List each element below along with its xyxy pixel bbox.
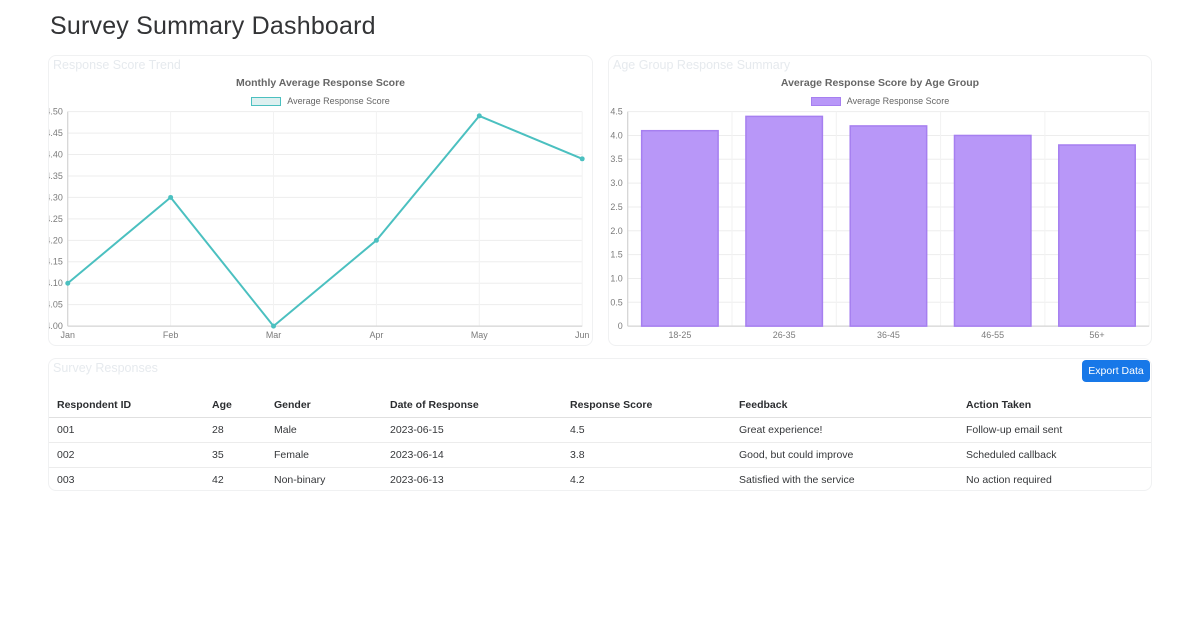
table-cell: 2023-06-13 bbox=[390, 473, 444, 486]
table-row: 003 42 Non-binary 2023-06-13 4.2 Satisfied wi… bbox=[49, 467, 1151, 492]
table-cell: 002 bbox=[49, 442, 204, 468]
panel-title: Age Group Response Summary bbox=[613, 58, 791, 72]
panel-age-group-summary: Age Group Response Summary Average Respo… bbox=[608, 55, 1152, 346]
x-tick-label: Feb bbox=[163, 330, 178, 340]
y-tick-label: 0.5 bbox=[610, 297, 622, 307]
table-cell: No action required bbox=[966, 473, 1052, 486]
survey-responses-table: Respondent ID Age Gender Date of Response Re… bbox=[49, 393, 1151, 492]
y-tick-label: 1.5 bbox=[610, 250, 622, 260]
data-point bbox=[579, 156, 585, 162]
y-tick-label: 3.0 bbox=[610, 178, 622, 188]
panel-title: Response Score Trend bbox=[53, 58, 181, 72]
column-header: Respondent ID bbox=[49, 393, 204, 418]
table-cell: 2023-06-14 bbox=[382, 442, 562, 468]
bar bbox=[745, 115, 824, 327]
y-tick-label: 4.40 bbox=[49, 149, 63, 159]
y-tick-label: 4.15 bbox=[49, 257, 63, 267]
y-tick-label: 4.10 bbox=[49, 278, 63, 288]
table-cell: Good, but could improve bbox=[731, 442, 958, 468]
y-tick-label: 4.5 bbox=[610, 107, 622, 117]
table-cell: 35 bbox=[204, 442, 266, 468]
y-tick-label: 4.00 bbox=[49, 321, 63, 331]
y-tick-label: 2.0 bbox=[610, 226, 622, 236]
data-point bbox=[168, 194, 174, 200]
y-tick-label: 4.20 bbox=[49, 235, 63, 245]
table-cell: Follow-up email sent bbox=[958, 417, 1151, 443]
x-tick-label: Jun bbox=[575, 330, 589, 340]
x-tick-label: 46-55 bbox=[981, 330, 1004, 340]
export-data-button[interactable]: Export Data bbox=[1082, 360, 1150, 382]
bar bbox=[1058, 144, 1136, 327]
panel-response-score-trend: Response Score Trend Monthly Average Res… bbox=[48, 55, 593, 346]
table-cell: 4.2 bbox=[570, 473, 585, 486]
y-tick-label: 4.30 bbox=[49, 192, 63, 202]
y-tick-label: 3.5 bbox=[610, 154, 622, 164]
bar-chart: 0 0.5 1.0 1.5 2.0 2.5 3.0 3.5 4.0 4.5 18-25 26-35 36… bbox=[610, 107, 1150, 340]
column-header: Age bbox=[204, 393, 266, 418]
page-title: Survey Summary Dashboard bbox=[50, 12, 376, 40]
column-header: Response Score bbox=[562, 393, 731, 418]
bar bbox=[640, 129, 719, 327]
y-tick-label: 4.50 bbox=[49, 107, 63, 117]
table-cell: 4.5 bbox=[562, 417, 731, 443]
bar bbox=[953, 134, 1032, 327]
x-tick-label: May bbox=[471, 330, 488, 340]
column-header: Feedback bbox=[731, 393, 958, 418]
table-header-row: Respondent ID Age Gender Date of Response Re… bbox=[49, 393, 1151, 418]
legend-swatch-icon bbox=[251, 96, 282, 106]
table-cell: Scheduled callback bbox=[958, 442, 1151, 468]
legend-label: Average Response Score bbox=[287, 96, 390, 106]
x-tick-label: Mar bbox=[266, 330, 281, 340]
legend-label: Average Response Score bbox=[846, 96, 950, 106]
data-point bbox=[65, 280, 71, 286]
line-chart-title: Monthly Average Response Score bbox=[235, 77, 406, 89]
data-point bbox=[271, 323, 277, 329]
x-tick-label: 56+ bbox=[1089, 330, 1104, 340]
y-tick-label: 4.05 bbox=[49, 300, 63, 310]
table-cell: Male bbox=[266, 417, 382, 443]
table-row: 002 35 Female 2023-06-14 3.8 Good, but could … bbox=[49, 442, 1151, 468]
bar bbox=[849, 125, 928, 327]
table-cell: 2023-06-15 bbox=[382, 417, 562, 443]
bar-chart-legend[interactable]: Average Response Score bbox=[609, 96, 1151, 106]
y-tick-label: 4.45 bbox=[49, 128, 63, 138]
table-cell: Great experience! bbox=[731, 417, 958, 443]
survey-responses-card: Survey Responses Export Data Respondent … bbox=[48, 358, 1152, 491]
table-cell: Female bbox=[266, 442, 382, 468]
line-series bbox=[67, 114, 583, 328]
bar-chart-title: Average Response Score by Age Group bbox=[780, 77, 980, 89]
x-tick-label: 18-25 bbox=[668, 330, 691, 340]
table-cell: Satisfied with the service bbox=[739, 473, 855, 486]
section-title: Survey Responses bbox=[53, 361, 158, 375]
y-tick-label: 4.25 bbox=[49, 214, 63, 224]
line-chart-legend[interactable]: Average Response Score bbox=[49, 96, 592, 106]
column-header: Action Taken bbox=[958, 393, 1151, 418]
line-chart: 4.00 4.05 4.10 4.15 4.20 4.25 4.30 4.35 4.40 4.45… bbox=[49, 107, 589, 340]
x-tick-label: 36-45 bbox=[877, 330, 900, 340]
data-point bbox=[373, 237, 379, 243]
table-cell: Non-binary bbox=[274, 473, 326, 486]
table-row: 001 28 Male 2023-06-15 4.5 Great experience! F… bbox=[49, 417, 1151, 443]
y-tick-label: 4.35 bbox=[49, 171, 63, 181]
legend-swatch-icon bbox=[810, 96, 841, 106]
y-tick-label: 4.0 bbox=[610, 130, 622, 140]
table-cell: 3.8 bbox=[562, 442, 731, 468]
x-tick-label: Jan bbox=[61, 330, 75, 340]
y-tick-label: 0 bbox=[618, 321, 623, 331]
column-header: Date of Response bbox=[382, 393, 562, 418]
column-header: Gender bbox=[266, 393, 382, 418]
table-cell: 001 bbox=[49, 417, 204, 443]
x-tick-label: Apr bbox=[369, 330, 383, 340]
data-point bbox=[476, 113, 482, 119]
table-cell: 28 bbox=[204, 417, 266, 443]
x-tick-label: 26-35 bbox=[773, 330, 796, 340]
table-cell: 003 bbox=[57, 473, 75, 486]
y-tick-label: 1.0 bbox=[610, 273, 622, 283]
table-cell: 42 bbox=[212, 473, 224, 486]
y-tick-label: 2.5 bbox=[610, 202, 622, 212]
